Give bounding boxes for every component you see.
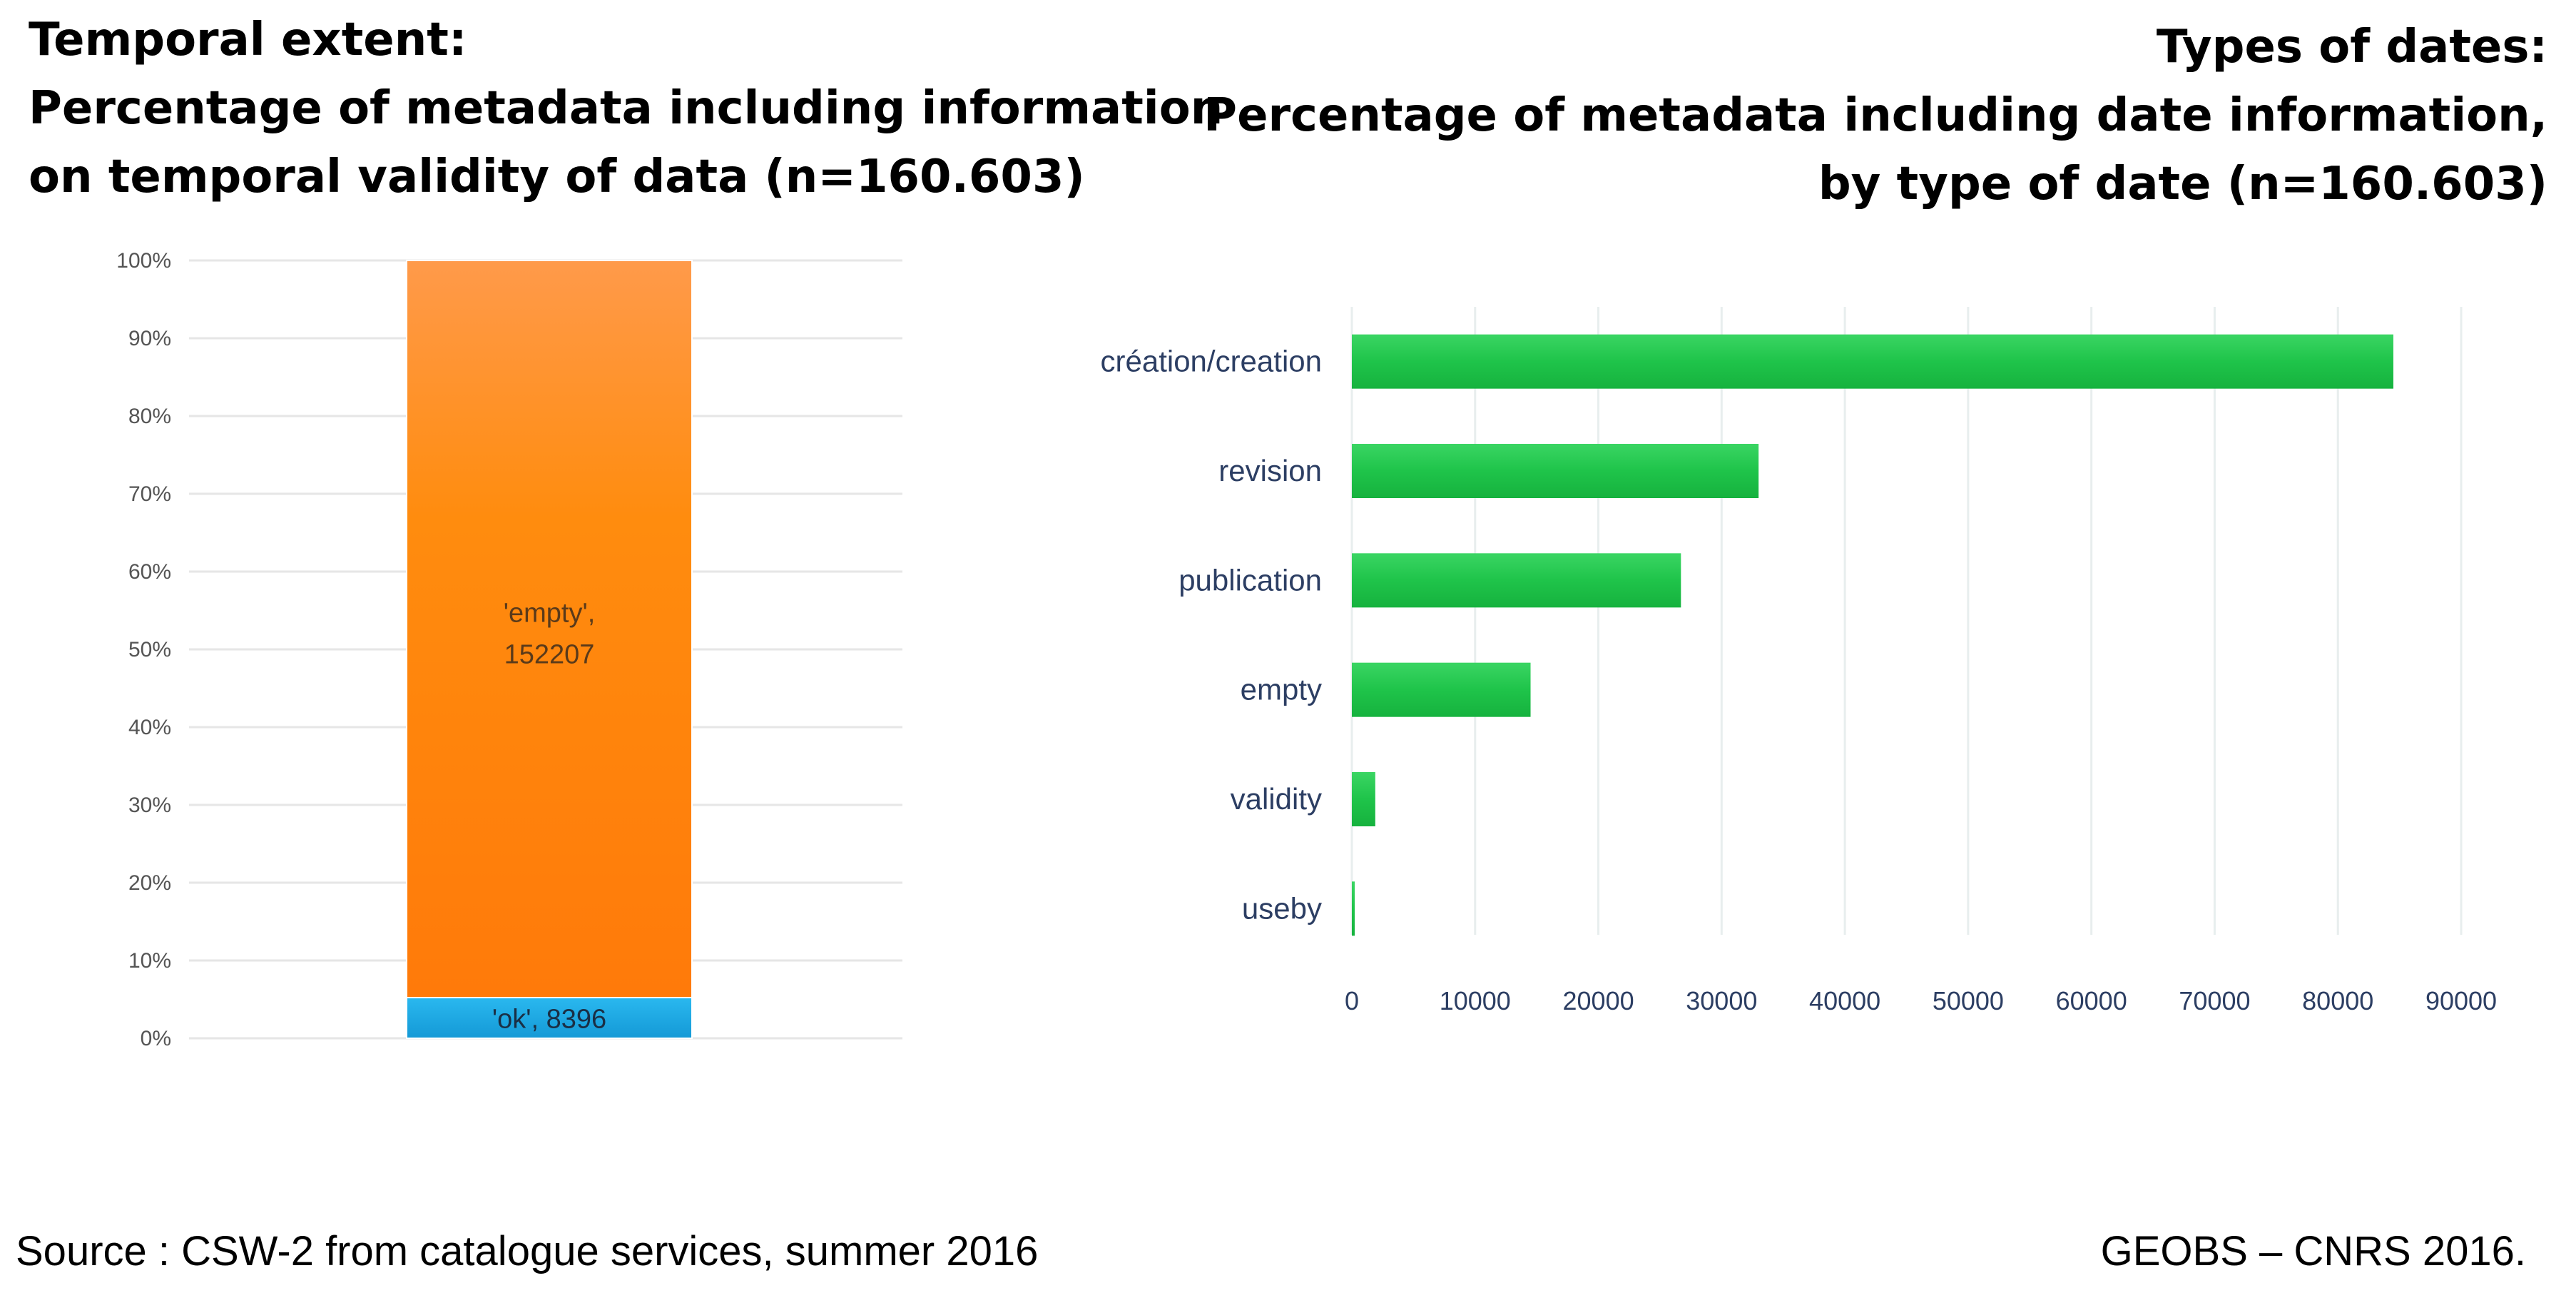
y-tick-label: 0% (141, 1027, 171, 1050)
y-tick-label: 60% (128, 560, 171, 584)
category-label: revision (1218, 454, 1322, 487)
y-tick-label: 30% (128, 793, 171, 817)
x-tick-label: 40000 (1809, 986, 1880, 1015)
data-label-ok: 'ok', 8396 (492, 1005, 606, 1035)
bar-cr-ation-creation (1352, 334, 2393, 389)
x-tick-label: 80000 (2302, 986, 2373, 1015)
x-tick-label: 10000 (1440, 986, 1511, 1015)
y-tick-label: 40% (128, 716, 171, 739)
category-label: useby (1242, 891, 1322, 925)
y-tick-label: 50% (128, 638, 171, 661)
bar-empty (1352, 662, 1531, 717)
x-tick-label: 0 (1345, 986, 1359, 1015)
x-tick-label: 90000 (2425, 986, 2497, 1015)
bar-publication (1352, 553, 1681, 608)
right-title-line1: Types of dates: (2156, 21, 2547, 73)
category-label: publication (1178, 563, 1322, 597)
data-label-empty-value: 152207 (504, 640, 595, 670)
x-tick-label: 50000 (1933, 986, 2004, 1015)
y-tick-label: 20% (128, 871, 171, 895)
bar-revision (1352, 444, 1759, 498)
credit-note: GEOBS – CNRS 2016. (2100, 1228, 2526, 1274)
y-tick-label: 80% (128, 405, 171, 428)
bar-segment-empty (406, 260, 693, 999)
bar-validity (1352, 772, 1375, 826)
left-title-line3: on temporal validity of data (n=160.603) (29, 151, 1085, 203)
right-title-line2: Percentage of metadata including date in… (1203, 89, 2547, 142)
data-label-empty-name: 'empty', (504, 599, 596, 629)
temporal-extent-chart: 0% 10% 20% 30% 40% 50% 60% 70% 80% 90% 100% 'ok', … (116, 249, 902, 1050)
bar-segment-ok (406, 997, 693, 1039)
left-title-line2: Percentage of metadata including informa… (29, 82, 1223, 135)
types-of-dates-chart: création/creation revision publication empt… (1100, 307, 2497, 1015)
y-tick-label: 70% (128, 482, 171, 506)
left-title-line1: Temporal extent: (29, 14, 467, 66)
left-chart-title: Temporal extent: Percentage of metadata … (29, 6, 1241, 211)
right-chart-title: Types of dates: Percentage of metadata i… (1192, 13, 2547, 218)
x-tick-label: 60000 (2056, 986, 2127, 1015)
y-tick-label: 100% (116, 249, 171, 273)
x-tick-label: 30000 (1686, 986, 1757, 1015)
category-label: validity (1231, 782, 1322, 816)
x-tick-label: 20000 (1563, 986, 1634, 1015)
y-tick-label: 90% (128, 327, 171, 350)
x-tick-label: 70000 (2179, 986, 2250, 1015)
category-label: empty (1241, 673, 1322, 706)
bar-useby (1352, 881, 1355, 936)
source-note: Source : CSW-2 from catalogue services, … (16, 1228, 1039, 1274)
category-label: création/creation (1100, 345, 1322, 378)
y-tick-label: 10% (128, 949, 171, 973)
right-title-line3: by type of date (n=160.603) (1818, 158, 2547, 211)
